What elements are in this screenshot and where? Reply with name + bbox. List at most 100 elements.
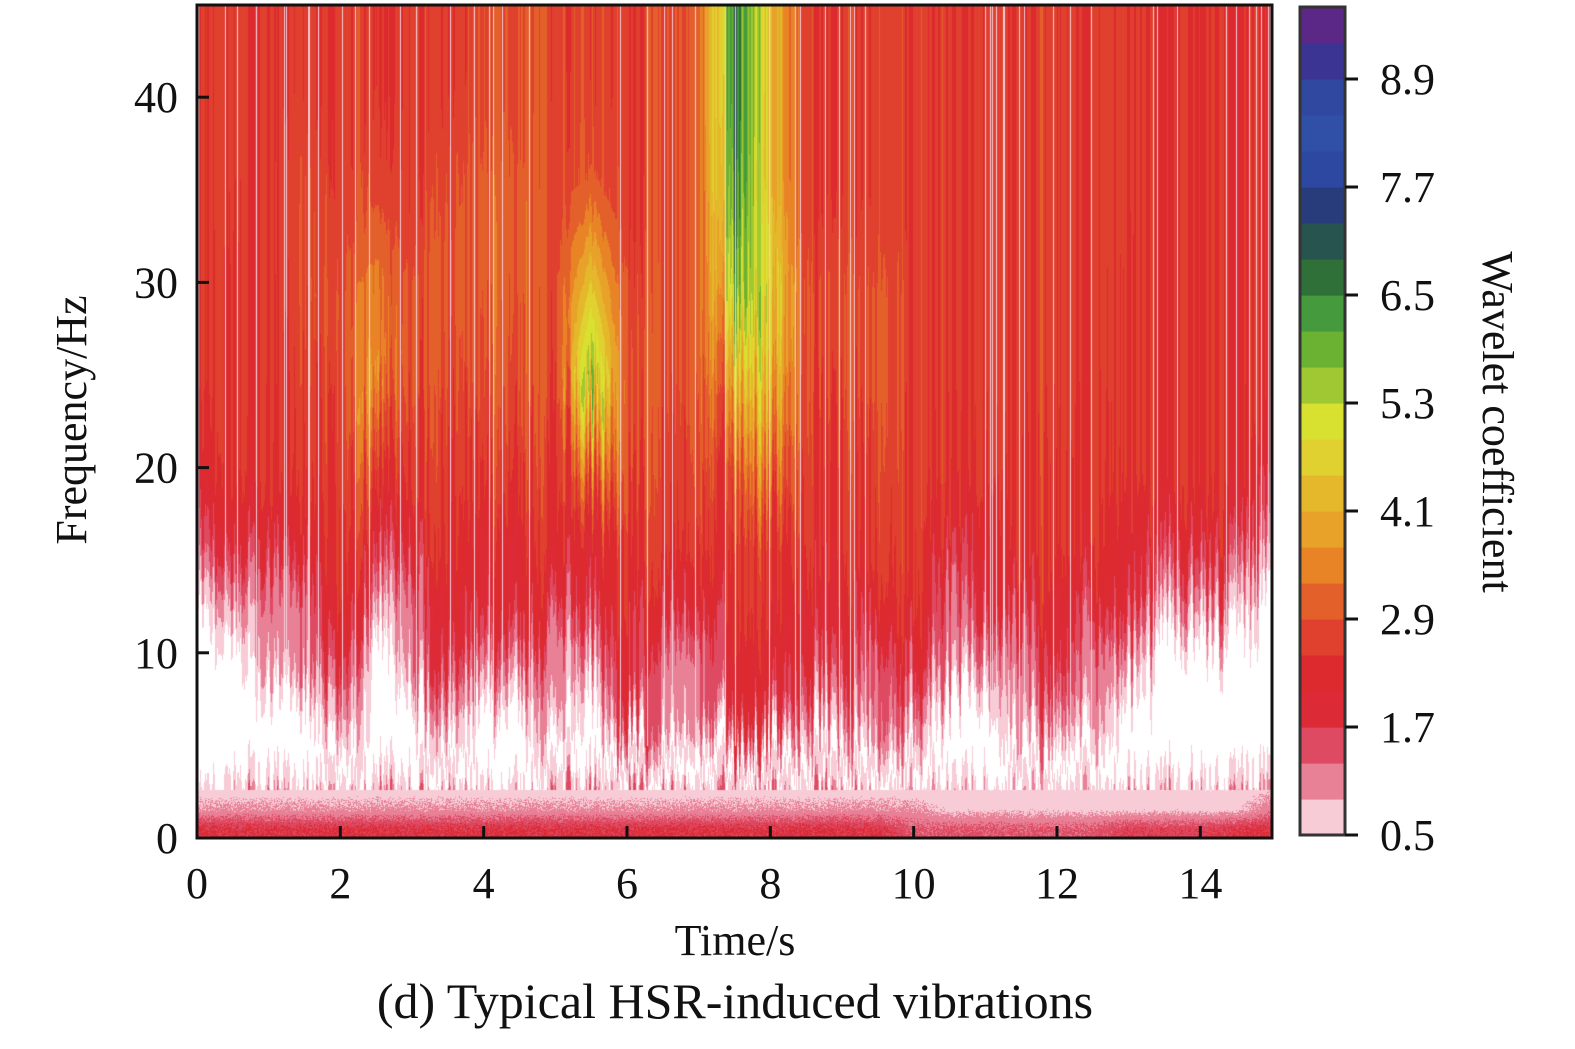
heatmap-cell	[860, 736, 896, 787]
heatmap-cell	[251, 787, 287, 819]
heatmap-cell	[1003, 736, 1039, 787]
heatmap-cell	[537, 236, 573, 329]
heatmap-cell	[1039, 236, 1075, 329]
colorbar-swatch	[1300, 115, 1345, 152]
heatmap-cell	[717, 236, 753, 329]
heatmap-cell	[394, 681, 430, 737]
heatmap-cell	[537, 505, 573, 570]
heatmap-cell	[788, 421, 824, 504]
heatmap-cell	[681, 819, 717, 838]
heatmap-cell	[1075, 421, 1111, 504]
heatmap-cell	[537, 60, 573, 143]
heatmap-cell	[251, 505, 287, 570]
heatmap-cell	[1003, 569, 1039, 625]
heatmap-cell	[197, 681, 215, 737]
heatmap-cell	[1254, 625, 1272, 681]
heatmap-cell	[537, 5, 573, 61]
heatmap-cell	[430, 505, 466, 570]
heatmap-cell	[573, 144, 609, 237]
heatmap-cell	[1039, 625, 1075, 681]
heatmap-cell	[681, 681, 717, 737]
heatmap-cell	[573, 236, 609, 329]
heatmap-cell	[1003, 60, 1039, 143]
heatmap-cell	[1182, 505, 1218, 570]
heatmap-cell	[896, 736, 932, 787]
heatmap-cell	[430, 60, 466, 143]
heatmap-cell	[967, 421, 1003, 504]
colorbar-swatch	[1300, 367, 1345, 404]
figure-caption: (d) Typical HSR-induced vibrations	[377, 973, 1093, 1029]
y-tick-label: 0	[156, 814, 178, 863]
heatmap-cell	[681, 144, 717, 237]
heatmap-cell	[430, 569, 466, 625]
heatmap-cell	[215, 736, 251, 787]
heatmap-cell	[896, 505, 932, 570]
heatmap-cell	[752, 329, 788, 422]
heatmap-cell	[251, 421, 287, 504]
colorbar-swatch	[1300, 187, 1345, 224]
heatmap-cell	[430, 5, 466, 61]
heatmap-cell	[1218, 787, 1254, 819]
colorbar-tick-label: 5.3	[1380, 379, 1435, 428]
heatmap-cell	[1182, 787, 1218, 819]
colorbar-tick-label: 1.7	[1380, 703, 1435, 752]
heatmap-cell	[752, 236, 788, 329]
heatmap-cell	[1075, 505, 1111, 570]
heatmap-cell	[1254, 681, 1272, 737]
heatmap-cell	[717, 681, 753, 737]
heatmap-cell	[394, 60, 430, 143]
heatmap-cell	[197, 819, 215, 838]
heatmap-cell	[932, 505, 968, 570]
heatmap-cell	[1147, 625, 1183, 681]
heatmap-cell	[394, 819, 430, 838]
heatmap-cell	[1039, 421, 1075, 504]
heatmap-cell	[1003, 421, 1039, 504]
heatmap-cell	[394, 236, 430, 329]
heatmap-cell	[251, 60, 287, 143]
heatmap-cell	[394, 569, 430, 625]
heatmap-cell	[967, 819, 1003, 838]
colorbar	[1300, 7, 1345, 836]
heatmap-cell	[466, 236, 502, 329]
heatmap-cell	[1147, 787, 1183, 819]
heatmap-cell	[717, 569, 753, 625]
heatmap-cell	[681, 787, 717, 819]
heatmap-cell	[322, 681, 358, 737]
heatmap-cell	[1075, 5, 1111, 61]
heatmap-cell	[394, 421, 430, 504]
heatmap-cell	[645, 736, 681, 787]
x-tick-label: 10	[892, 859, 936, 908]
heatmap-cell	[1039, 60, 1075, 143]
heatmap-cell	[537, 787, 573, 819]
heatmap-cell	[1075, 329, 1111, 422]
heatmap-cell	[430, 625, 466, 681]
heatmap-cell	[645, 505, 681, 570]
colorbar-swatch	[1300, 295, 1345, 332]
heatmap-cell	[1111, 819, 1147, 838]
heatmap-cell	[537, 736, 573, 787]
heatmap-cell	[860, 681, 896, 737]
heatmap-cell	[896, 569, 932, 625]
heatmap-cell	[1182, 5, 1218, 61]
heatmap-cell	[1147, 421, 1183, 504]
heatmap-cell	[824, 60, 860, 143]
heatmap-cell	[1254, 505, 1272, 570]
heatmap-cell	[932, 60, 968, 143]
heatmap-cell	[967, 329, 1003, 422]
heatmap-cell	[1111, 569, 1147, 625]
heatmap-cell	[1147, 236, 1183, 329]
heatmap-cell	[1111, 5, 1147, 61]
heatmap-cell	[287, 144, 323, 237]
heatmap-cell	[681, 236, 717, 329]
heatmap-cell	[215, 505, 251, 570]
colorbar-swatch	[1300, 43, 1345, 80]
heatmap-cell	[537, 421, 573, 504]
heatmap-cell	[537, 625, 573, 681]
heatmap-cell	[1254, 787, 1272, 819]
heatmap-cell	[287, 236, 323, 329]
heatmap-cell	[1218, 569, 1254, 625]
heatmap-cell	[358, 329, 394, 422]
heatmap-cell	[430, 736, 466, 787]
heatmap-cell	[609, 569, 645, 625]
heatmap-cell	[1254, 819, 1272, 838]
